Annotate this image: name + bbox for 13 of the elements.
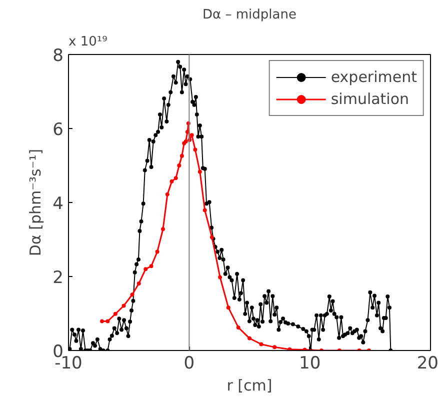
y-axis-title: Dα [phm⁻³s⁻¹]: [26, 148, 45, 256]
x-axis-title: r [cm]: [226, 376, 272, 394]
x-tick-label: 20: [416, 354, 438, 374]
x-tick-label: 10: [299, 354, 321, 374]
y-tick-label: 4: [52, 194, 64, 214]
chart-title: Dα – midplane: [202, 8, 296, 22]
y-tick-label: 6: [52, 120, 64, 140]
y-tick-label: 8: [52, 46, 64, 66]
text: x 10¹⁹: [68, 34, 108, 50]
y-tick-label: 2: [52, 268, 64, 288]
x-tick-label: 0: [184, 354, 195, 374]
legend-label: simulation: [330, 90, 410, 108]
legend-label: experiment: [330, 68, 417, 86]
